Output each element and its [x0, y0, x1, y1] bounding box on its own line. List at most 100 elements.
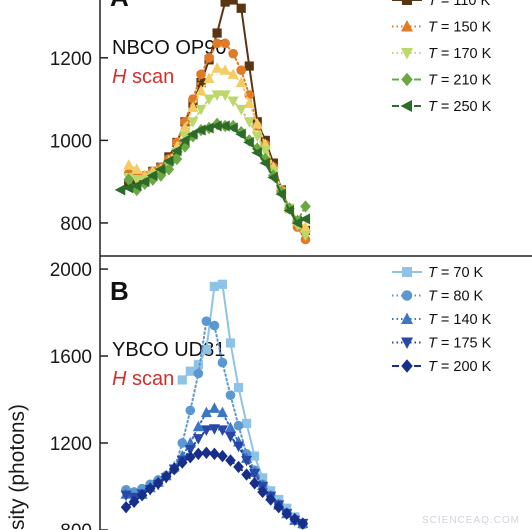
data-point: [299, 213, 311, 225]
data-point: [203, 72, 215, 84]
series-1: [177, 279, 308, 529]
legend-marker: [401, 290, 413, 301]
data-point: [235, 104, 247, 116]
legend-entry: T = 210 K: [392, 73, 492, 89]
data-point: [299, 230, 312, 242]
data-point: [227, 122, 238, 134]
data-point: [192, 420, 204, 432]
data-point: [299, 221, 312, 232]
panel-b-legend: T = 70 K T = 80 K T = 140 K T = 175 K T = 20…: [392, 265, 492, 375]
data-point: [195, 124, 206, 136]
data-point: [225, 390, 236, 401]
legend-entry: T = 140 K: [392, 312, 492, 328]
data-point: [236, 3, 246, 13]
y-tick-label: 1000: [50, 131, 92, 152]
legend-entry: T = 175 K: [392, 336, 492, 352]
data-point: [177, 438, 188, 448]
data-point: [193, 360, 203, 370]
data-point: [176, 456, 188, 469]
legend-marker: [401, 72, 413, 87]
data-point: [168, 462, 180, 476]
data-point: [146, 169, 158, 182]
legend-entry: T = 170 K: [392, 46, 492, 62]
series-line: [181, 283, 304, 525]
data-point: [130, 180, 142, 192]
data-point: [233, 441, 245, 453]
data-point: [220, 0, 230, 7]
legend-label: T = 150 K: [428, 20, 492, 36]
data-point: [200, 425, 212, 436]
data-point: [203, 122, 214, 134]
data-point: [235, 76, 247, 88]
legend-label: T = 140 K: [428, 312, 492, 328]
data-point: [251, 147, 262, 159]
legend-marker: [401, 20, 413, 32]
legend-label: T = 80 K: [428, 289, 484, 305]
data-point: [204, 52, 214, 63]
legend-label: T = 170 K: [428, 46, 492, 62]
legend-marker: [401, 359, 413, 373]
data-point: [185, 366, 195, 376]
data-point: [291, 217, 303, 229]
data-point: [249, 477, 260, 490]
legend-entry: T = 80 K: [392, 289, 484, 305]
data-point: [257, 485, 268, 499]
legend-entry: T = 250 K: [392, 99, 492, 115]
data-point: [233, 420, 244, 431]
panel-b-scan-label: H scan: [112, 368, 174, 390]
data-point: [201, 446, 212, 460]
panel-b: B YBCO UD81 H scan sity (photons) 2000 16…: [6, 256, 492, 530]
data-point: [209, 281, 220, 292]
data-point: [123, 159, 135, 170]
data-point: [251, 117, 263, 129]
data-point: [241, 468, 252, 481]
data-point: [114, 184, 126, 196]
data-point: [281, 507, 293, 520]
legend-label: T = 110 K: [428, 0, 491, 9]
data-point: [225, 454, 236, 467]
legend-entry: T = 150 K: [392, 20, 492, 36]
data-point: [219, 64, 231, 75]
data-point: [131, 175, 143, 186]
data-point: [209, 447, 220, 461]
data-point: [225, 338, 236, 348]
data-point: [160, 470, 172, 483]
legend-marker: [400, 100, 412, 112]
data-point: [184, 444, 196, 456]
data-point: [212, 38, 222, 49]
legend-entry: T = 70 K: [392, 265, 484, 281]
series-5: [120, 446, 309, 530]
data-point: [211, 90, 223, 101]
data-point: [187, 117, 199, 128]
data-point: [179, 122, 191, 133]
data-point: [200, 406, 212, 418]
data-point: [185, 405, 196, 416]
data-point: [227, 96, 239, 108]
data-point: [219, 120, 230, 132]
data-point: [170, 145, 182, 157]
data-point: [217, 357, 228, 368]
panel-a: A NBCO OP90 H scan 800 1000 1200 T = 110 K…: [50, 0, 532, 257]
data-point: [228, 48, 239, 59]
data-point: [120, 490, 132, 502]
data-point: [241, 418, 252, 429]
data-point: [217, 449, 228, 463]
y-tick-label: 2000: [50, 260, 92, 281]
legend-label: T = 70 K: [428, 265, 484, 281]
data-point: [249, 451, 260, 461]
data-point: [212, 28, 222, 38]
panel-b-y-ticks: 2000 1600 1200 800: [50, 260, 108, 530]
data-point: [235, 128, 246, 140]
data-point: [233, 460, 244, 474]
data-point: [233, 382, 244, 393]
legend-entry: T = 110 K: [392, 0, 491, 9]
data-point: [196, 77, 206, 88]
data-point: [195, 84, 207, 96]
data-point: [138, 176, 150, 188]
data-point: [219, 90, 231, 101]
panel-b-letter: B: [110, 276, 129, 306]
legend-label: T = 200 K: [428, 359, 492, 375]
legend-marker: [402, 267, 412, 277]
y-tick-label: 1200: [50, 434, 92, 455]
